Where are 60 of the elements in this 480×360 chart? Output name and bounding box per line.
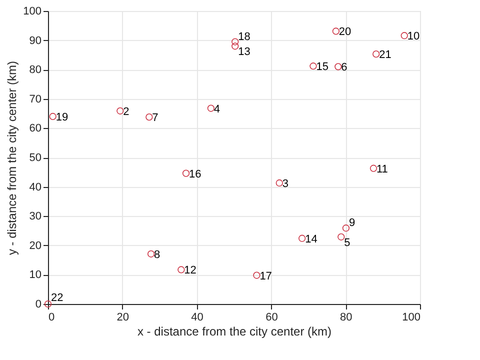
annotation: 18 bbox=[238, 30, 250, 43]
annotation: 20 bbox=[338, 26, 352, 38]
point bbox=[334, 63, 342, 70]
y-tick-label: 80 bbox=[29, 64, 42, 76]
point bbox=[310, 62, 317, 70]
point bbox=[207, 104, 214, 112]
point bbox=[332, 28, 340, 35]
annotation: 10 bbox=[407, 30, 420, 43]
annotation: 17 bbox=[260, 270, 272, 282]
point bbox=[182, 170, 190, 177]
y-tick-label: 10 bbox=[29, 269, 42, 282]
annotation: 21 bbox=[379, 49, 392, 62]
y-tick-label: 30 bbox=[29, 210, 42, 223]
y-tick-label: 20 bbox=[29, 240, 42, 252]
y-tick-label: 50 bbox=[29, 152, 42, 164]
point bbox=[253, 272, 260, 279]
y-tick-label: 40 bbox=[29, 181, 42, 194]
x-tick-label: 0 bbox=[48, 312, 55, 324]
point bbox=[372, 50, 380, 58]
point bbox=[147, 250, 155, 258]
annotation: 7 bbox=[152, 112, 158, 124]
x-tick-label: 100 bbox=[402, 312, 420, 324]
x-tick-label: 40 bbox=[191, 312, 204, 324]
annotation: 4 bbox=[214, 103, 220, 116]
point bbox=[338, 233, 345, 240]
annotation: 12 bbox=[184, 264, 196, 277]
annotation: 11 bbox=[376, 163, 388, 176]
annotation: 9 bbox=[348, 217, 356, 230]
point bbox=[232, 42, 239, 50]
annotation: 14 bbox=[305, 233, 318, 246]
annotation: 15 bbox=[316, 61, 328, 74]
annotation: 16 bbox=[189, 168, 202, 180]
y-tick-label: 100 bbox=[23, 6, 42, 18]
point bbox=[146, 114, 153, 121]
point bbox=[116, 107, 124, 114]
annotation: 6 bbox=[341, 62, 348, 74]
x-axis-title: x - distance from the city center (km) bbox=[137, 324, 332, 338]
annotation: 19 bbox=[56, 111, 68, 124]
y-tick-label: 70 bbox=[29, 93, 42, 106]
x-tick-label: 80 bbox=[340, 312, 352, 324]
annotation: 8 bbox=[154, 248, 160, 261]
point bbox=[276, 179, 283, 187]
x-tick-label: 20 bbox=[116, 312, 130, 324]
point bbox=[370, 164, 378, 172]
y-tick-label: 0 bbox=[35, 298, 42, 310]
annotation: 22 bbox=[51, 292, 64, 304]
point bbox=[232, 38, 239, 46]
annotation: 3 bbox=[282, 178, 289, 190]
annotation: 5 bbox=[344, 236, 350, 249]
point bbox=[342, 224, 350, 232]
annotation: 13 bbox=[238, 46, 250, 58]
x-tick-label: 60 bbox=[266, 312, 278, 324]
point bbox=[298, 234, 306, 242]
annotation: 2 bbox=[123, 106, 130, 118]
y-tick-label: 60 bbox=[29, 122, 42, 135]
y-axis-title: y - distance from the city center (km) bbox=[5, 60, 20, 256]
point bbox=[400, 32, 408, 40]
y-tick-label: 90 bbox=[29, 34, 42, 47]
point bbox=[178, 266, 185, 274]
point bbox=[49, 112, 56, 120]
